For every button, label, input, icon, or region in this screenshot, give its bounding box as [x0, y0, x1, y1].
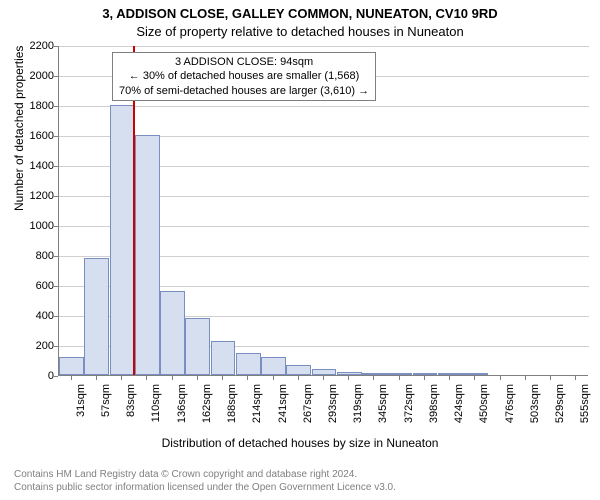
- x-tick-mark: [247, 376, 248, 380]
- x-tick-label: 214sqm: [251, 384, 263, 434]
- histogram-bar: [211, 341, 236, 376]
- histogram-bar: [84, 258, 109, 375]
- y-tick-label: 400: [36, 310, 54, 322]
- y-tick-label: 800: [36, 250, 54, 262]
- x-tick-mark: [550, 376, 551, 380]
- y-tick-label: 1600: [30, 130, 54, 142]
- x-tick-mark: [197, 376, 198, 380]
- x-tick-mark: [298, 376, 299, 380]
- gridline: [59, 46, 589, 47]
- x-tick-label: 57sqm: [100, 384, 112, 434]
- y-tick-label: 2200: [30, 40, 54, 52]
- x-tick-label: 372sqm: [403, 384, 415, 434]
- x-tick-label: 83sqm: [125, 384, 137, 434]
- x-tick-mark: [424, 376, 425, 380]
- x-tick-label: 424sqm: [453, 384, 465, 434]
- histogram-bar: [312, 369, 337, 375]
- chart-subtitle: Size of property relative to detached ho…: [0, 24, 600, 39]
- histogram-bar: [362, 373, 387, 375]
- x-tick-mark: [575, 376, 576, 380]
- x-tick-label: 188sqm: [226, 384, 238, 434]
- annotation-line2: ← 30% of detached houses are smaller (1,…: [119, 69, 369, 83]
- histogram-bar: [185, 318, 210, 375]
- x-tick-label: 319sqm: [352, 384, 364, 434]
- x-tick-label: 476sqm: [504, 384, 516, 434]
- histogram-bar: [236, 353, 261, 376]
- gridline: [59, 106, 589, 107]
- histogram-bar: [413, 373, 438, 375]
- x-tick-mark: [525, 376, 526, 380]
- x-tick-mark: [348, 376, 349, 380]
- x-tick-mark: [146, 376, 147, 380]
- y-tick-label: 200: [36, 340, 54, 352]
- annotation-line1: 3 ADDISON CLOSE: 94sqm: [119, 55, 369, 69]
- histogram-bar: [286, 365, 311, 376]
- footer-attribution: Contains HM Land Registry data © Crown c…: [14, 469, 396, 494]
- x-tick-mark: [222, 376, 223, 380]
- y-tick-label: 2000: [30, 70, 54, 82]
- annotation-box: 3 ADDISON CLOSE: 94sqm ← 30% of detached…: [112, 52, 376, 101]
- x-tick-mark: [273, 376, 274, 380]
- x-tick-label: 450sqm: [478, 384, 490, 434]
- histogram-bar: [135, 135, 160, 375]
- y-tick-label: 1400: [30, 160, 54, 172]
- x-tick-mark: [399, 376, 400, 380]
- histogram-bar: [337, 372, 362, 375]
- y-tick-label: 1000: [30, 220, 54, 232]
- x-tick-mark: [121, 376, 122, 380]
- y-tick-label: 1200: [30, 190, 54, 202]
- x-tick-label: 529sqm: [554, 384, 566, 434]
- footer-line1: Contains HM Land Registry data © Crown c…: [14, 469, 396, 482]
- histogram-bar: [463, 373, 488, 375]
- x-tick-label: 398sqm: [428, 384, 440, 434]
- chart-title-address: 3, ADDISON CLOSE, GALLEY COMMON, NUNEATO…: [0, 6, 600, 21]
- x-tick-mark: [373, 376, 374, 380]
- x-tick-label: 110sqm: [150, 384, 162, 434]
- x-tick-label: 555sqm: [579, 384, 591, 434]
- y-tick-label: 600: [36, 280, 54, 292]
- y-tick-label: 1800: [30, 100, 54, 112]
- x-tick-mark: [96, 376, 97, 380]
- annotation-line3: 70% of semi-detached houses are larger (…: [119, 84, 369, 98]
- x-tick-label: 345sqm: [377, 384, 389, 434]
- footer-line2: Contains public sector information licen…: [14, 482, 396, 495]
- x-tick-label: 162sqm: [201, 384, 213, 434]
- x-tick-mark: [449, 376, 450, 380]
- histogram-bar: [110, 105, 135, 375]
- y-tick-mark: [54, 376, 58, 377]
- x-tick-label: 267sqm: [302, 384, 314, 434]
- histogram-bar: [438, 373, 463, 375]
- x-tick-label: 136sqm: [176, 384, 188, 434]
- histogram-bar: [261, 357, 286, 375]
- x-tick-label: 503sqm: [529, 384, 541, 434]
- x-axis-label: Distribution of detached houses by size …: [0, 436, 600, 450]
- x-tick-label: 31sqm: [75, 384, 87, 434]
- x-tick-mark: [71, 376, 72, 380]
- chart-container: 3, ADDISON CLOSE, GALLEY COMMON, NUNEATO…: [0, 0, 600, 500]
- x-tick-label: 293sqm: [327, 384, 339, 434]
- x-tick-label: 241sqm: [277, 384, 289, 434]
- histogram-bar: [160, 291, 185, 375]
- histogram-bar: [387, 373, 412, 375]
- histogram-bar: [59, 357, 84, 375]
- x-tick-mark: [500, 376, 501, 380]
- y-axis-label: Number of detached properties: [12, 46, 26, 211]
- x-tick-mark: [474, 376, 475, 380]
- x-tick-mark: [172, 376, 173, 380]
- x-tick-mark: [323, 376, 324, 380]
